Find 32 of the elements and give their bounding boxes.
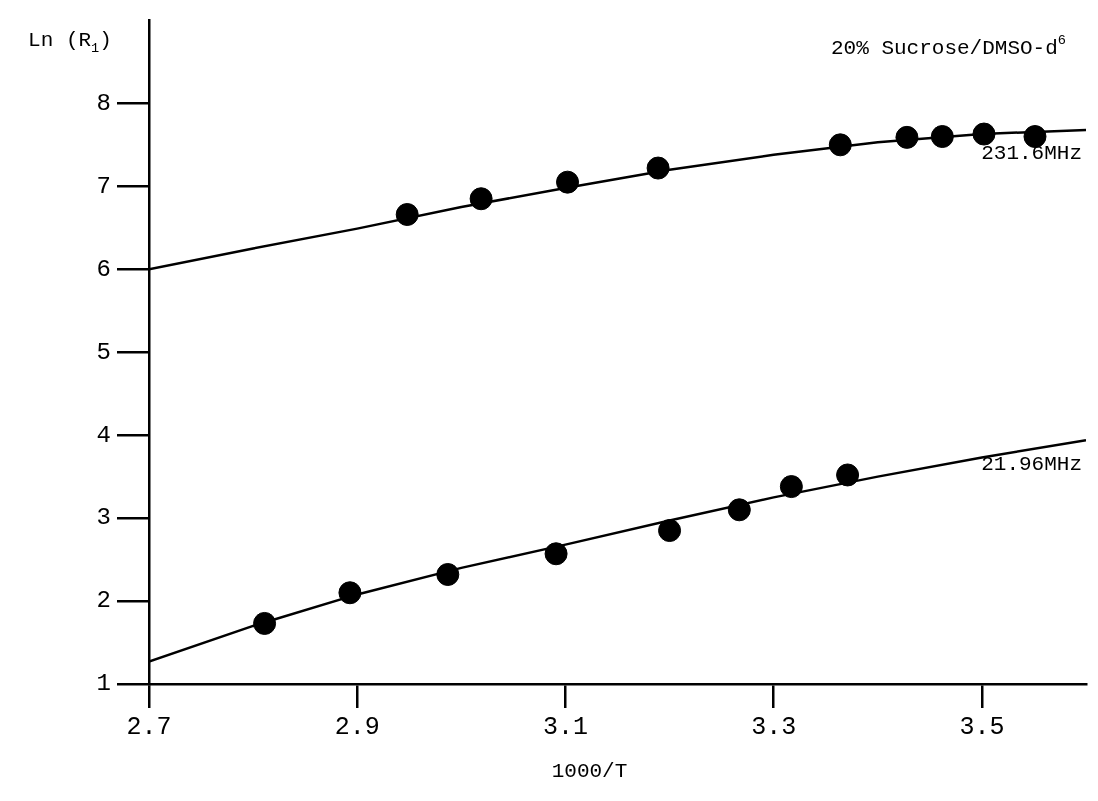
series-label: 231.6MHz: [981, 142, 1083, 166]
series-label: 21.96MHz: [981, 452, 1083, 476]
point: [895, 125, 919, 149]
point: [544, 542, 568, 566]
point: [836, 463, 860, 487]
y-tick-label: 7: [96, 172, 111, 200]
y-tick-label: 3: [96, 504, 111, 532]
point: [779, 475, 803, 499]
x-tick-label: 2.9: [334, 712, 380, 742]
x-tick-label: 2.7: [126, 712, 172, 742]
y-tick-label: 5: [96, 338, 111, 366]
point: [436, 563, 460, 587]
point: [930, 125, 954, 149]
point: [972, 122, 996, 146]
y-tick-label: 6: [96, 255, 111, 283]
point: [338, 581, 362, 605]
x-tick-label: 3.5: [959, 712, 1005, 742]
point: [556, 170, 580, 194]
y-tick-label: 1: [96, 670, 111, 698]
point: [658, 519, 682, 543]
y-tick-label: 8: [96, 89, 111, 117]
point: [253, 611, 277, 635]
point: [469, 187, 493, 211]
point: [646, 156, 670, 180]
x-axis-title: 1000/T: [551, 759, 628, 783]
y-tick-label: 4: [96, 421, 111, 449]
point: [395, 203, 419, 226]
x-tick-label: 3.1: [542, 712, 588, 742]
x-tick-label: 3.3: [751, 712, 797, 742]
point: [828, 133, 852, 157]
y-tick-label: 2: [96, 587, 111, 615]
point: [727, 498, 751, 522]
